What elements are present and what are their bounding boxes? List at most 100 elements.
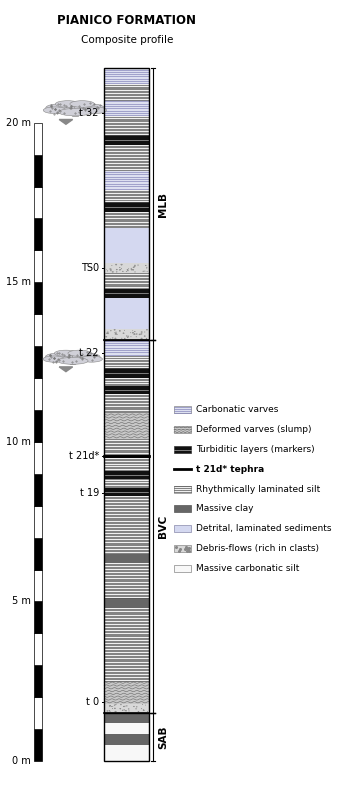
Ellipse shape [55, 101, 80, 107]
Circle shape [133, 706, 135, 707]
Bar [34, 123, 42, 154]
Bar [104, 723, 149, 734]
Ellipse shape [72, 353, 100, 361]
Circle shape [124, 338, 125, 339]
Bar [104, 170, 149, 190]
Circle shape [146, 329, 148, 330]
Text: Massive carbonatic silt: Massive carbonatic silt [196, 563, 299, 573]
Bar [34, 506, 42, 537]
Bar [34, 601, 42, 634]
Bar [34, 282, 42, 314]
Bar [34, 474, 42, 506]
Bar [34, 442, 42, 474]
Bar [104, 273, 149, 288]
Circle shape [145, 265, 146, 266]
Bar [174, 545, 191, 552]
Circle shape [133, 267, 134, 268]
Bar [34, 378, 42, 410]
Text: t 21d* tephra: t 21d* tephra [196, 465, 264, 474]
Circle shape [110, 269, 111, 270]
Bar [34, 410, 42, 442]
Bar [104, 100, 149, 117]
Text: t 32: t 32 [80, 108, 99, 118]
Circle shape [107, 332, 109, 333]
Ellipse shape [70, 101, 95, 107]
Bar [104, 136, 149, 145]
Circle shape [115, 264, 117, 265]
Circle shape [115, 338, 116, 339]
Bar [174, 525, 191, 532]
Circle shape [120, 708, 121, 709]
Ellipse shape [43, 356, 65, 362]
Text: MLB: MLB [158, 191, 168, 217]
Bar [104, 554, 149, 563]
Bar [104, 608, 149, 682]
Bar [104, 84, 149, 100]
Circle shape [106, 333, 108, 334]
Circle shape [141, 332, 142, 333]
Circle shape [127, 269, 128, 270]
Bar [104, 598, 149, 608]
Ellipse shape [59, 109, 91, 116]
Ellipse shape [43, 107, 66, 113]
Circle shape [114, 329, 115, 330]
Text: 15 m: 15 m [6, 277, 31, 288]
Bar [104, 455, 149, 458]
Ellipse shape [84, 107, 107, 113]
Text: t 0: t 0 [86, 697, 99, 707]
Bar [104, 496, 149, 554]
Text: Debris-flows (rich in clasts): Debris-flows (rich in clasts) [196, 544, 319, 553]
Bar [104, 458, 149, 470]
Bar [34, 729, 42, 761]
Text: 10 m: 10 m [6, 437, 31, 447]
Text: PIANICO FORMATION: PIANICO FORMATION [57, 14, 196, 27]
Text: Rhythmically laminated silt: Rhythmically laminated silt [196, 485, 320, 493]
Circle shape [114, 708, 116, 709]
Bar [104, 288, 149, 298]
Bar [104, 439, 149, 455]
Circle shape [132, 332, 134, 333]
Circle shape [131, 269, 132, 270]
Ellipse shape [68, 350, 91, 356]
Ellipse shape [81, 356, 102, 362]
Polygon shape [59, 120, 73, 125]
Bar [34, 154, 42, 187]
Bar [104, 745, 149, 761]
Text: Carbonatic varves: Carbonatic varves [196, 406, 278, 414]
Circle shape [109, 706, 110, 707]
Text: t 22: t 22 [79, 348, 99, 358]
Bar [104, 69, 149, 84]
Bar [104, 117, 149, 136]
Text: t 21d*: t 21d* [69, 452, 99, 461]
Circle shape [141, 333, 142, 334]
Bar [34, 570, 42, 601]
Circle shape [141, 338, 142, 339]
Bar [104, 386, 149, 394]
Bar [34, 634, 42, 665]
Text: Composite profile: Composite profile [81, 35, 173, 45]
Bar [104, 212, 149, 228]
Bar [104, 394, 149, 413]
Circle shape [134, 265, 136, 266]
Bar [34, 665, 42, 697]
Circle shape [107, 333, 109, 334]
Circle shape [126, 710, 127, 711]
Bar [104, 478, 149, 488]
Text: 5 m: 5 m [12, 597, 31, 607]
Bar [104, 713, 149, 723]
Circle shape [121, 264, 122, 266]
Circle shape [122, 710, 123, 711]
Ellipse shape [46, 104, 75, 112]
Circle shape [116, 269, 117, 270]
Circle shape [114, 704, 115, 705]
Bar [104, 355, 149, 369]
Bar [34, 346, 42, 378]
Circle shape [112, 271, 114, 273]
Bar [104, 329, 149, 340]
Text: 0 m: 0 m [12, 756, 31, 766]
Circle shape [107, 711, 108, 712]
Bar [104, 704, 149, 713]
Bar [174, 426, 191, 433]
Bar [104, 203, 149, 212]
Bar [34, 251, 42, 282]
